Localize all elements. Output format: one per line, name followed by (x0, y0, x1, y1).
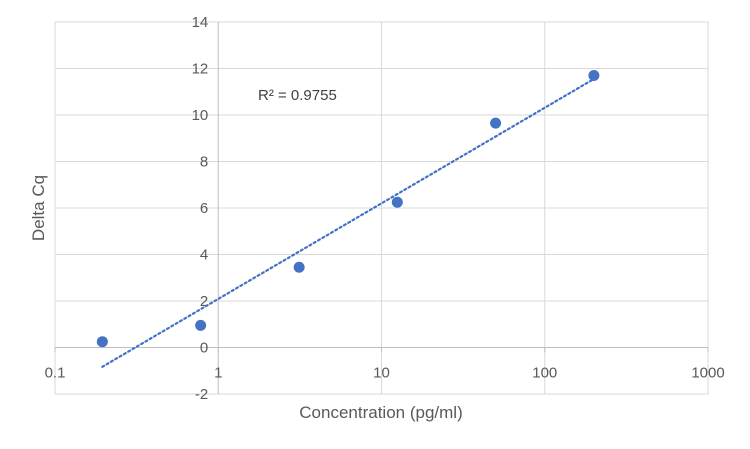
y-tick-label: 6 (200, 200, 208, 217)
gridlines (54, 21, 709, 395)
axes (54, 22, 709, 394)
data-point (588, 69, 600, 81)
trendline (101, 77, 595, 368)
x-tick-label: 1 (214, 365, 222, 382)
data-point (96, 336, 108, 348)
y-tick-label: -2 (195, 386, 208, 403)
y-tick-label: 10 (192, 107, 209, 124)
y-tick-label: 12 (192, 61, 209, 78)
x-tick-label: 100 (532, 365, 557, 382)
x-tick-label: 1000 (691, 365, 724, 382)
y-tick-label: 2 (200, 293, 208, 310)
x-tick-label: 0.1 (45, 365, 66, 382)
data-point (391, 196, 403, 208)
data-point (195, 319, 207, 331)
x-axis-title: Concentration (pg/ml) (299, 403, 462, 422)
r-squared-annotation: R² = 0.9755 (258, 87, 337, 104)
y-axis-title: Delta Cq (29, 175, 48, 241)
y-tick-label: 0 (200, 340, 208, 357)
x-tick-label: 10 (373, 365, 390, 382)
data-points (96, 69, 600, 348)
y-tick-label: 8 (200, 154, 208, 171)
data-point (490, 117, 502, 129)
y-tick-label: 14 (192, 14, 209, 31)
tick-labels: -2 0 2 4 6 8 10 12 14 0.1 1 10 100 1000 (45, 14, 725, 403)
y-tick-label: 4 (200, 247, 208, 264)
data-point (293, 261, 305, 273)
trendline-group (101, 77, 595, 368)
